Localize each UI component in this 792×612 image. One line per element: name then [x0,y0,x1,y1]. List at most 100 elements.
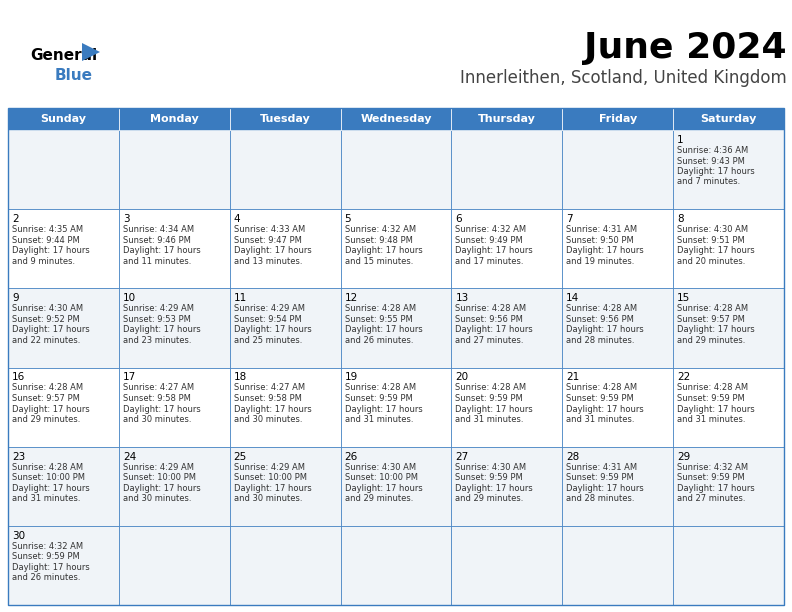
Text: Sunset: 9:59 PM: Sunset: 9:59 PM [566,394,634,403]
Bar [119,447,230,526]
Bar [230,130,341,209]
Text: Sunset: 9:59 PM: Sunset: 9:59 PM [345,394,413,403]
Text: Sunrise: 4:32 AM: Sunrise: 4:32 AM [455,225,527,234]
Bar [341,130,451,209]
Text: 7: 7 [566,214,573,224]
Bar [562,367,673,447]
Text: 25: 25 [234,452,247,461]
Text: Sunset: 9:54 PM: Sunset: 9:54 PM [234,315,302,324]
Text: Thursday: Thursday [478,114,536,124]
Text: and 30 minutes.: and 30 minutes. [234,494,303,503]
Text: 1: 1 [677,135,683,145]
Text: Daylight: 17 hours: Daylight: 17 hours [677,483,755,493]
Text: Sunrise: 4:31 AM: Sunrise: 4:31 AM [566,463,638,472]
Text: 13: 13 [455,293,469,304]
Bar [8,288,119,367]
Text: Sunset: 9:43 PM: Sunset: 9:43 PM [677,157,745,165]
Text: Sunrise: 4:29 AM: Sunrise: 4:29 AM [123,304,194,313]
Bar [8,209,119,288]
Text: and 27 minutes.: and 27 minutes. [455,336,524,345]
Bar [673,288,784,367]
Bar [341,367,451,447]
Text: Sunrise: 4:30 AM: Sunrise: 4:30 AM [677,225,748,234]
Text: 26: 26 [345,452,358,461]
Text: and 30 minutes.: and 30 minutes. [234,415,303,424]
Text: Daylight: 17 hours: Daylight: 17 hours [677,405,755,414]
Bar [562,130,673,209]
Text: Daylight: 17 hours: Daylight: 17 hours [566,326,644,334]
Text: and 26 minutes.: and 26 minutes. [12,573,81,583]
Text: 18: 18 [234,373,247,382]
Text: Daylight: 17 hours: Daylight: 17 hours [12,246,89,255]
Text: Sunset: 9:59 PM: Sunset: 9:59 PM [12,553,80,561]
Text: Sunrise: 4:28 AM: Sunrise: 4:28 AM [566,384,638,392]
Text: 12: 12 [345,293,358,304]
Bar [673,209,784,288]
Text: and 31 minutes.: and 31 minutes. [455,415,524,424]
Text: Sunset: 9:56 PM: Sunset: 9:56 PM [566,315,634,324]
Text: Sunrise: 4:33 AM: Sunrise: 4:33 AM [234,225,305,234]
Text: Sunrise: 4:27 AM: Sunrise: 4:27 AM [123,384,194,392]
Text: 16: 16 [12,373,25,382]
Bar [8,367,119,447]
Text: Sunset: 9:44 PM: Sunset: 9:44 PM [12,236,80,245]
Bar [673,526,784,605]
Text: Daylight: 17 hours: Daylight: 17 hours [677,246,755,255]
Text: and 28 minutes.: and 28 minutes. [566,336,634,345]
Text: Sunrise: 4:34 AM: Sunrise: 4:34 AM [123,225,194,234]
Text: Daylight: 17 hours: Daylight: 17 hours [455,483,533,493]
Bar [8,108,119,130]
Text: 14: 14 [566,293,580,304]
Text: 3: 3 [123,214,129,224]
Bar [451,367,562,447]
Text: 24: 24 [123,452,136,461]
Text: Sunset: 9:55 PM: Sunset: 9:55 PM [345,315,413,324]
Text: Sunset: 9:59 PM: Sunset: 9:59 PM [677,394,745,403]
Text: 10: 10 [123,293,136,304]
Text: and 30 minutes.: and 30 minutes. [123,494,192,503]
Text: Sunset: 9:57 PM: Sunset: 9:57 PM [12,394,80,403]
Text: General: General [30,48,97,62]
Text: and 31 minutes.: and 31 minutes. [677,415,745,424]
Text: Daylight: 17 hours: Daylight: 17 hours [234,483,311,493]
Bar [451,288,562,367]
Bar [119,288,230,367]
Bar [119,108,230,130]
Text: Sunday: Sunday [40,114,86,124]
Text: and 31 minutes.: and 31 minutes. [12,494,81,503]
Bar [8,526,119,605]
Text: Sunrise: 4:28 AM: Sunrise: 4:28 AM [566,304,638,313]
Text: and 27 minutes.: and 27 minutes. [677,494,745,503]
Text: June 2024: June 2024 [584,31,787,65]
Text: 2: 2 [12,214,19,224]
Text: and 26 minutes.: and 26 minutes. [345,336,413,345]
Bar [562,209,673,288]
Text: Sunset: 9:49 PM: Sunset: 9:49 PM [455,236,524,245]
Text: and 31 minutes.: and 31 minutes. [566,415,634,424]
Text: Sunrise: 4:27 AM: Sunrise: 4:27 AM [234,384,305,392]
Text: Daylight: 17 hours: Daylight: 17 hours [345,246,422,255]
Bar [230,288,341,367]
Text: and 7 minutes.: and 7 minutes. [677,177,741,187]
Text: Daylight: 17 hours: Daylight: 17 hours [345,483,422,493]
Text: 29: 29 [677,452,691,461]
Text: 6: 6 [455,214,462,224]
Text: Daylight: 17 hours: Daylight: 17 hours [123,483,200,493]
Text: and 22 minutes.: and 22 minutes. [12,336,80,345]
Text: Sunrise: 4:36 AM: Sunrise: 4:36 AM [677,146,748,155]
Text: Sunset: 9:46 PM: Sunset: 9:46 PM [123,236,191,245]
Text: Sunset: 9:58 PM: Sunset: 9:58 PM [234,394,302,403]
Text: Sunset: 9:56 PM: Sunset: 9:56 PM [455,315,524,324]
Polygon shape [82,43,100,61]
Text: Sunset: 9:50 PM: Sunset: 9:50 PM [566,236,634,245]
Text: Sunrise: 4:32 AM: Sunrise: 4:32 AM [12,542,83,551]
Bar [673,130,784,209]
Text: Sunset: 10:00 PM: Sunset: 10:00 PM [234,473,307,482]
Bar [230,447,341,526]
Text: 15: 15 [677,293,691,304]
Text: Sunrise: 4:29 AM: Sunrise: 4:29 AM [234,304,305,313]
Text: Daylight: 17 hours: Daylight: 17 hours [12,483,89,493]
Text: Sunrise: 4:29 AM: Sunrise: 4:29 AM [123,463,194,472]
Text: and 13 minutes.: and 13 minutes. [234,256,303,266]
Text: and 29 minutes.: and 29 minutes. [345,494,413,503]
